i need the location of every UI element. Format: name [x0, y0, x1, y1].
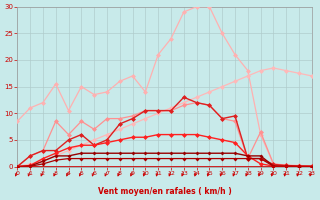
X-axis label: Vent moyen/en rafales ( km/h ): Vent moyen/en rafales ( km/h ) [98, 187, 231, 196]
